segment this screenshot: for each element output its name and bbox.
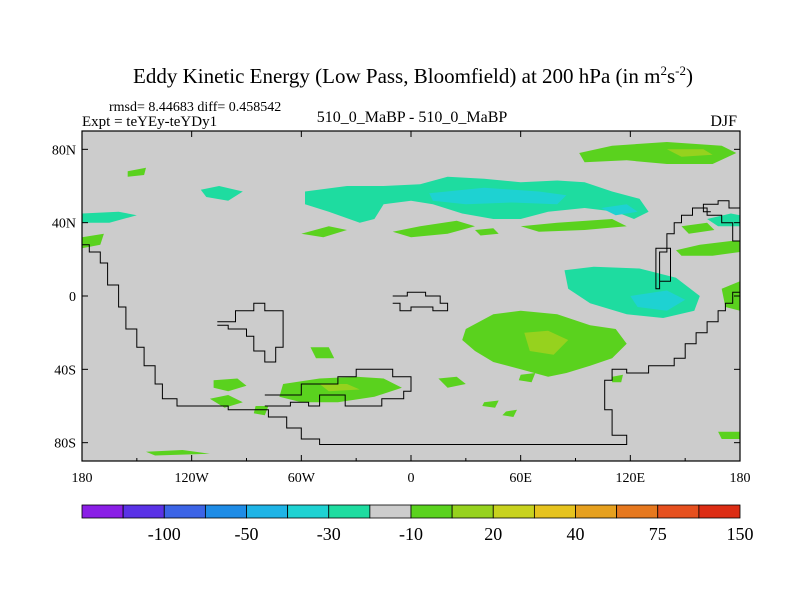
y-tick-label: 40S	[54, 363, 76, 378]
region-arctic-east-core	[666, 149, 713, 157]
colorbar-swatch	[328, 504, 371, 519]
x-tick-label: 60E	[509, 471, 532, 486]
chart-title-mid: s	[667, 64, 675, 88]
colorbar-swatch	[533, 504, 576, 519]
colorbar-label: 150	[727, 524, 754, 544]
land-outline-equator-island	[392, 291, 449, 312]
colorbar-swatch	[451, 504, 494, 519]
colorbar-swatch	[163, 504, 206, 519]
colorbar-label: 20	[484, 524, 502, 544]
chart-title-sup2: -2	[675, 63, 686, 78]
x-tick-label: 180	[72, 471, 93, 486]
x-tick-label: 0	[408, 471, 415, 486]
region-green-south-pacific-b	[209, 395, 243, 408]
y-tick-label: 80S	[54, 437, 76, 452]
region-green-indian-south	[518, 373, 536, 383]
colorbar-label: 40	[567, 524, 585, 544]
y-axis: 80N 40N 0 40S 80S	[52, 143, 740, 452]
region-green-southwest-80s	[146, 450, 210, 456]
region-atlantic-core	[429, 187, 567, 205]
colorbar-swatch	[698, 504, 741, 519]
region-atlantic-south-core	[319, 384, 360, 392]
land-outline-north-east-rim	[702, 200, 740, 213]
colorbar-swatch	[575, 504, 618, 519]
colorbar-swatch	[122, 504, 165, 519]
region-green-pacific-55s	[482, 400, 499, 408]
region-green-south-america-east	[310, 347, 335, 359]
y-tick-label: 80N	[52, 143, 76, 158]
chart-title-close: )	[686, 64, 693, 88]
colorbar-label: -10	[399, 524, 423, 544]
colorbar-swatch	[657, 504, 700, 519]
y-tick-label: 0	[69, 290, 76, 305]
x-tick-label: 180	[730, 471, 751, 486]
chart-title: Eddy Kinetic Energy (Low Pass, Bloomfiel…	[133, 63, 693, 88]
region-pacific-east-core	[630, 290, 686, 311]
colorbar: -100 -50 -30 -10 20 40 75 150	[81, 504, 754, 544]
colorbar-label: -30	[317, 524, 341, 544]
region-green-greenland	[301, 226, 347, 238]
stats-line: rmsd= 8.44683 diff= 0.458542	[109, 100, 281, 115]
land-outline-southern-continent	[264, 368, 412, 407]
region-green-east-38n	[681, 222, 715, 234]
region-green-africa-south	[438, 376, 466, 388]
region-teal-west-40n	[82, 211, 137, 223]
region-green-south-pacific-c	[253, 406, 269, 416]
land-outlines	[82, 200, 740, 445]
colorbar-label: -50	[235, 524, 259, 544]
x-tick-label: 120W	[175, 471, 210, 486]
chart-title-main: Eddy Kinetic Energy (Low Pass, Bloomfiel…	[133, 64, 660, 88]
x-tick-label: 120E	[616, 471, 646, 486]
x-axis: 180 120W 60W 0 60E 120E 180	[72, 131, 751, 486]
land-outline-east-coast-north	[655, 207, 740, 290]
map-panel: 180 120W 60W 0 60E 120E 180 80N 40N 0 40S 80S	[52, 130, 751, 486]
region-green-mid-pacific-30s	[502, 409, 517, 417]
x-tick-label: 60W	[288, 471, 316, 486]
colorbar-label: 75	[649, 524, 667, 544]
colorbar-swatch	[410, 504, 453, 519]
region-green-40n-a	[392, 220, 475, 238]
colorbar-swatch	[246, 504, 289, 519]
region-green-40n-b	[475, 228, 499, 236]
season-label: DJF	[710, 113, 737, 130]
region-teal-tropical-west	[200, 186, 243, 201]
expt-line: Expt = teYEy-teYDy1	[82, 114, 217, 130]
region-green-south-pacific-a	[213, 378, 247, 392]
land-outline-central-island	[217, 302, 284, 363]
region-arctic-east	[579, 142, 737, 164]
colorbar-swatch	[287, 504, 330, 519]
center-label: 510_0_MaBP - 510_0_MaBP	[317, 109, 508, 126]
colorbar-swatch	[369, 504, 412, 519]
y-tick-label: 40N	[52, 217, 76, 232]
colorbar-swatch	[616, 504, 659, 519]
region-green-east-80s	[718, 431, 740, 439]
region-indian-ocean-core	[524, 330, 569, 355]
colorbar-swatch	[492, 504, 535, 519]
anomaly-regions	[82, 142, 740, 456]
colorbar-swatch	[81, 504, 124, 519]
colorbar-label: -100	[148, 524, 181, 544]
region-asia-core	[601, 204, 638, 216]
region-green-east-20n	[676, 241, 740, 256]
region-green-40n-c	[520, 219, 627, 232]
region-green-indian-east	[612, 374, 623, 383]
chart-title-sup1: 2	[660, 63, 667, 78]
land-outline-americas-west	[82, 244, 740, 445]
colorbar-swatch	[204, 504, 247, 519]
region-green-alaska	[127, 167, 146, 177]
